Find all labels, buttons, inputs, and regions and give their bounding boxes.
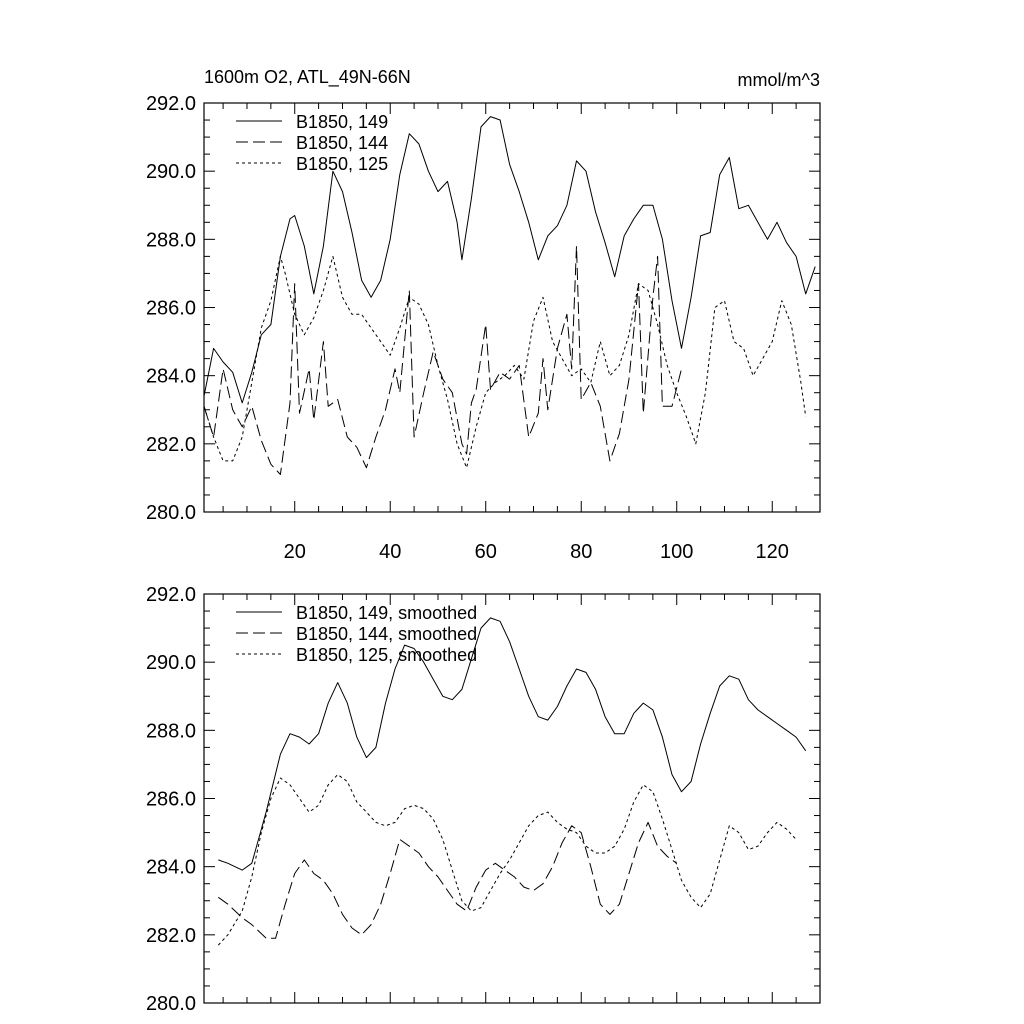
legend-label: B1850, 125, smoothed	[296, 645, 477, 665]
y-tick-label: 284.0	[146, 366, 196, 388]
x-tick-label: 80	[570, 541, 592, 563]
y-tick-label: 284.0	[146, 857, 196, 879]
legend-label: B1850, 144	[296, 133, 388, 153]
y-tick-label: 290.0	[146, 652, 196, 674]
y-tick-label: 286.0	[146, 298, 196, 320]
y-tick-label: 286.0	[146, 789, 196, 811]
x-tick-label: 120	[756, 541, 789, 563]
legend-label: B1850, 149, smoothed	[296, 603, 477, 623]
top-panel: 280.0 282.0 284.0 286.0 288.0 290.0 292.0 20 40 6…	[146, 93, 821, 563]
series-line-solid	[218, 617, 807, 871]
y-tick-label: 282.0	[146, 434, 196, 456]
y-tick-label: 292.0	[146, 93, 196, 115]
series-line-dashed	[203, 245, 682, 475]
x-tick-label: 100	[660, 541, 693, 563]
y-tick-label: 288.0	[146, 720, 196, 742]
series-line-dashed	[218, 821, 677, 939]
series-line-solid	[203, 116, 816, 404]
y-tick-label: 290.0	[146, 161, 196, 183]
x-tick-label: 40	[379, 541, 401, 563]
x-tick-label: 60	[475, 541, 497, 563]
y-tick-label: 280.0	[146, 993, 196, 1015]
chart-title: 1600m O2, ATL_49N-66N	[204, 67, 411, 88]
legend-label: B1850, 144, smoothed	[296, 624, 477, 644]
x-tick-label: 20	[284, 541, 306, 563]
legend-label: B1850, 125	[296, 154, 388, 174]
y-tick-label: 280.0	[146, 502, 196, 524]
series-line-dotted	[203, 255, 807, 469]
legend-label: B1850, 149	[296, 112, 388, 132]
y-tick-label: 282.0	[146, 925, 196, 947]
y-tick-label: 292.0	[146, 584, 196, 606]
series-line-dotted	[217, 774, 797, 946]
units-label: mmol/m^3	[738, 70, 820, 90]
y-tick-label: 288.0	[146, 229, 196, 251]
bottom-panel: 280.0 282.0 284.0 286.0 288.0 290.0 292.0 B1850…	[146, 584, 821, 1015]
